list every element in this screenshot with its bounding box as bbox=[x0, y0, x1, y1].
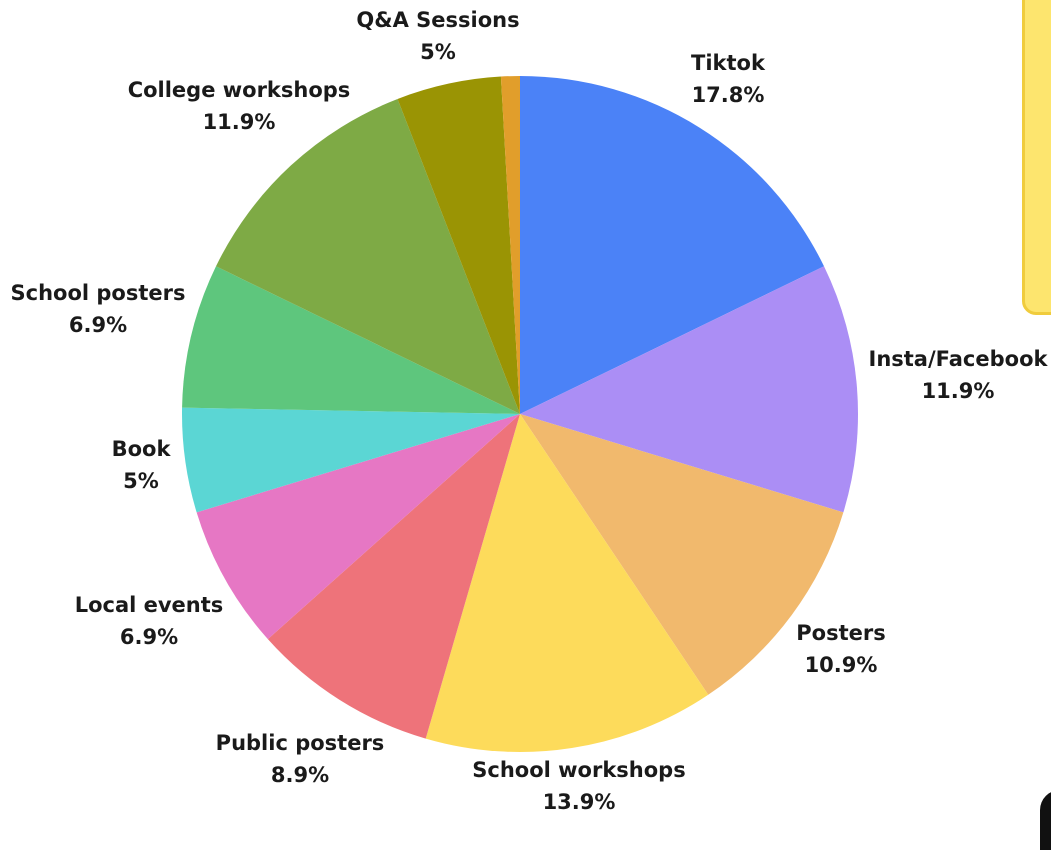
slice-label-name: Tiktok bbox=[691, 51, 766, 75]
pie-slice-school-workshops bbox=[425, 414, 709, 752]
slice-label-percent: 11.9% bbox=[203, 110, 276, 134]
slice-label-local-events: Local events 6.9% bbox=[75, 593, 224, 649]
pie-slice-unlabeled bbox=[500, 76, 520, 414]
slice-label-percent: 5% bbox=[123, 469, 159, 493]
slice-label-percent: 10.9% bbox=[805, 653, 878, 677]
pie-slice-school-posters bbox=[182, 266, 520, 414]
slice-label-percent: 6.9% bbox=[120, 625, 178, 649]
slice-label-name: Book bbox=[112, 437, 172, 461]
slice-label-percent: 17.8% bbox=[692, 83, 765, 107]
slice-label-name: Insta/Facebook bbox=[869, 347, 1049, 371]
slice-label-percent: 8.9% bbox=[271, 763, 329, 787]
yellow-note-card bbox=[1022, 0, 1051, 315]
pie-slice-local-events bbox=[196, 414, 520, 640]
slice-label-name: Local events bbox=[75, 593, 224, 617]
slice-label-name: School workshops bbox=[472, 758, 685, 782]
slice-label-name: Posters bbox=[796, 621, 885, 645]
pie-chart: Tiktok 17.8% Insta/Facebook 11.9% Posters 10.… bbox=[11, 8, 1049, 814]
pie-slice-tiktok bbox=[520, 76, 824, 414]
pie-slice-public-posters bbox=[267, 414, 520, 739]
pie-slice-insta-facebook bbox=[520, 266, 859, 513]
pie-slice-college-workshops bbox=[216, 98, 520, 415]
dark-corner-shape bbox=[1040, 790, 1051, 850]
pie-slice-book bbox=[181, 407, 521, 513]
slice-label-percent: 5% bbox=[420, 40, 456, 64]
pie-slice-posters bbox=[520, 414, 844, 695]
slice-label-insta-facebook: Insta/Facebook 11.9% bbox=[869, 347, 1049, 403]
slice-label-school-posters: School posters 6.9% bbox=[11, 281, 186, 337]
slice-label-percent: 6.9% bbox=[69, 313, 127, 337]
pie-slice-q-a-sessions bbox=[397, 76, 520, 414]
pie-labels: Tiktok 17.8% Insta/Facebook 11.9% Posters 10.… bbox=[11, 8, 1049, 814]
slice-label-name: College workshops bbox=[128, 78, 351, 102]
slice-label-percent: 11.9% bbox=[922, 379, 995, 403]
slice-label-college-workshops: College workshops 11.9% bbox=[128, 78, 351, 134]
slice-label-percent: 13.9% bbox=[543, 790, 616, 814]
slice-label-q-a-sessions: Q&A Sessions 5% bbox=[356, 8, 519, 64]
pie-slices bbox=[181, 76, 859, 752]
slice-label-tiktok: Tiktok 17.8% bbox=[691, 51, 766, 107]
slice-label-school-workshops: School workshops 13.9% bbox=[472, 758, 685, 814]
slice-label-book: Book 5% bbox=[112, 437, 172, 493]
slice-label-name: Q&A Sessions bbox=[356, 8, 519, 32]
slice-label-public-posters: Public posters 8.9% bbox=[216, 731, 385, 787]
slice-label-name: Public posters bbox=[216, 731, 385, 755]
slice-label-name: School posters bbox=[11, 281, 186, 305]
slice-label-posters: Posters 10.9% bbox=[796, 621, 885, 677]
